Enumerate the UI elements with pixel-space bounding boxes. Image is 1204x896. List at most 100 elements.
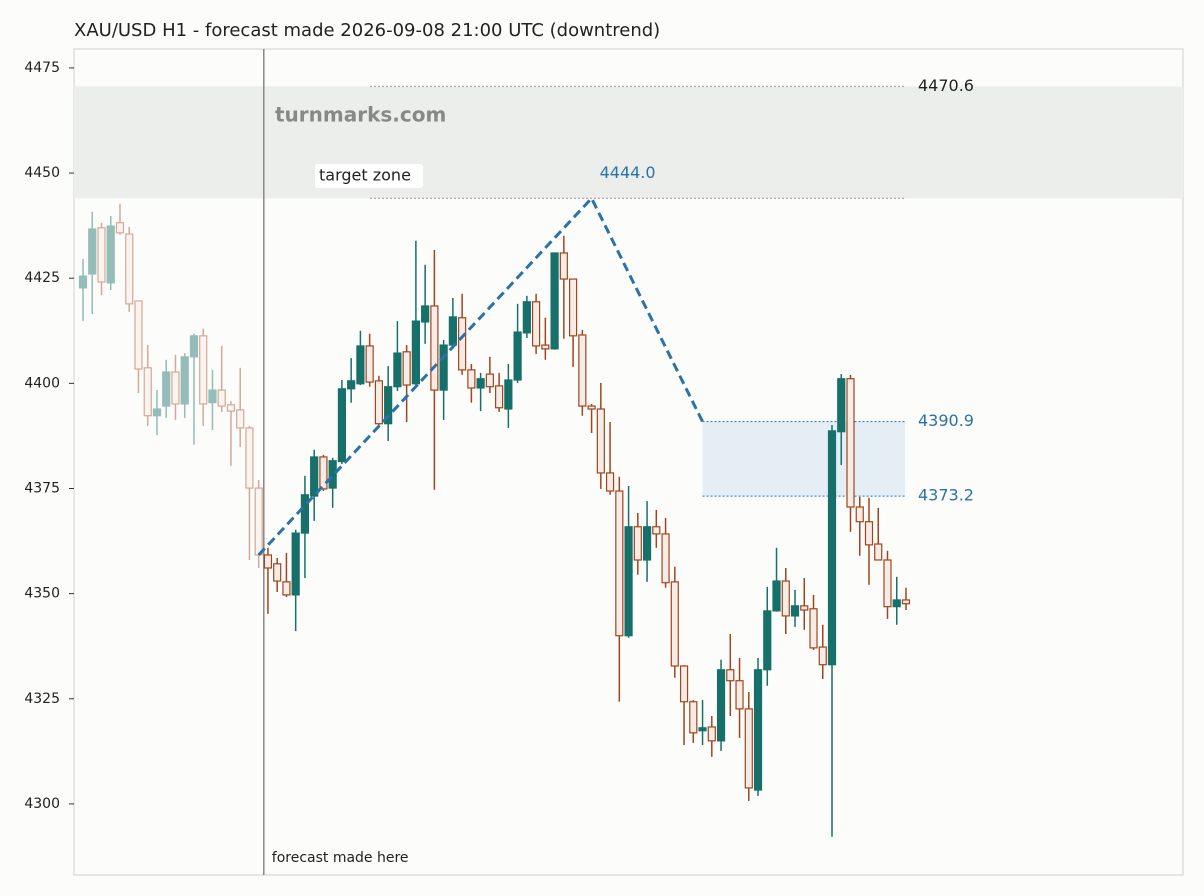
candle bbox=[476, 372, 485, 412]
candle bbox=[245, 425, 254, 560]
candle bbox=[106, 215, 115, 290]
target-label-box bbox=[315, 164, 423, 188]
candle-body bbox=[88, 228, 97, 275]
candle-body bbox=[726, 669, 735, 682]
candle bbox=[559, 235, 568, 339]
candle bbox=[143, 345, 152, 426]
chart-title: XAU/USD H1 - forecast made 2026-09-08 21… bbox=[74, 20, 660, 41]
candle bbox=[300, 475, 310, 579]
candle-body bbox=[818, 646, 827, 666]
candle-body bbox=[624, 526, 633, 637]
candle-body bbox=[421, 305, 430, 323]
forecast-line bbox=[257, 195, 704, 556]
candle-body bbox=[615, 490, 624, 637]
candle-body bbox=[328, 460, 337, 489]
level-label: 4390.9 bbox=[918, 411, 974, 430]
candle bbox=[337, 379, 347, 465]
candle bbox=[504, 364, 513, 428]
y-tick-label: 4450 bbox=[24, 165, 60, 181]
candle bbox=[97, 222, 106, 296]
candle bbox=[744, 692, 753, 801]
candle-body bbox=[143, 367, 152, 417]
candle bbox=[226, 401, 236, 466]
candle-body bbox=[319, 456, 328, 490]
candle-body bbox=[337, 388, 347, 463]
candle bbox=[800, 578, 809, 630]
candle bbox=[430, 250, 439, 490]
candle-body bbox=[670, 581, 679, 667]
candle-body bbox=[384, 386, 393, 425]
candle-body bbox=[402, 351, 411, 386]
candle-body bbox=[707, 726, 716, 742]
y-tick-label: 4325 bbox=[24, 691, 60, 707]
candle-body bbox=[763, 610, 772, 671]
candle-body bbox=[679, 665, 689, 703]
candle bbox=[199, 328, 208, 426]
candle bbox=[790, 589, 800, 627]
candle bbox=[642, 501, 652, 582]
candle bbox=[411, 240, 420, 386]
candle-body bbox=[106, 225, 115, 284]
level-label: 4470.6 bbox=[918, 76, 974, 95]
candle bbox=[384, 366, 393, 441]
watermark: turnmarks.com bbox=[275, 103, 446, 127]
candle-body bbox=[883, 559, 892, 608]
candle-body bbox=[467, 369, 476, 389]
candle bbox=[522, 295, 531, 338]
candle-body bbox=[226, 404, 236, 412]
candle-body bbox=[300, 494, 310, 534]
candle-body bbox=[772, 580, 781, 612]
candle-body bbox=[809, 608, 818, 649]
candle bbox=[310, 449, 319, 521]
candle-body bbox=[578, 334, 587, 407]
candle bbox=[763, 586, 772, 686]
candle bbox=[458, 293, 467, 375]
candle-body bbox=[837, 378, 846, 433]
candle bbox=[652, 509, 661, 548]
candle bbox=[679, 665, 689, 746]
candle bbox=[365, 333, 374, 387]
candle bbox=[328, 457, 337, 508]
candle-body bbox=[374, 380, 384, 425]
candle bbox=[347, 358, 356, 403]
candle bbox=[716, 659, 726, 751]
candle bbox=[356, 330, 365, 386]
candle bbox=[125, 226, 134, 312]
candle-body bbox=[559, 252, 568, 280]
candle bbox=[735, 657, 744, 738]
candle bbox=[587, 403, 596, 433]
candle bbox=[596, 382, 605, 489]
candle bbox=[901, 587, 911, 611]
plot-frame bbox=[73, 48, 1184, 876]
candle-body bbox=[541, 344, 550, 350]
candle-body bbox=[901, 599, 911, 605]
candle bbox=[189, 333, 199, 445]
candle-body bbox=[874, 543, 883, 561]
candle bbox=[263, 547, 273, 614]
candle-body bbox=[97, 227, 106, 283]
candle-body bbox=[568, 278, 578, 337]
candle bbox=[624, 485, 633, 638]
candle bbox=[883, 550, 892, 619]
candle-body bbox=[448, 316, 457, 346]
candle-body bbox=[642, 526, 652, 561]
candle bbox=[152, 390, 162, 436]
candle bbox=[393, 321, 402, 391]
candle bbox=[513, 303, 522, 383]
candle bbox=[818, 624, 827, 680]
candle-body bbox=[800, 605, 809, 611]
candle bbox=[402, 345, 411, 423]
candle-body bbox=[263, 554, 273, 569]
candle-body bbox=[587, 405, 596, 410]
candle bbox=[864, 497, 874, 585]
candle-body bbox=[125, 233, 134, 305]
candle-body bbox=[199, 335, 208, 405]
candle-body bbox=[633, 526, 642, 561]
candle bbox=[661, 517, 670, 588]
y-tick-label: 4350 bbox=[24, 586, 60, 602]
candle bbox=[532, 293, 541, 354]
candle bbox=[772, 547, 781, 612]
candle bbox=[689, 700, 698, 743]
candle-body bbox=[753, 669, 763, 791]
candle bbox=[837, 374, 846, 465]
